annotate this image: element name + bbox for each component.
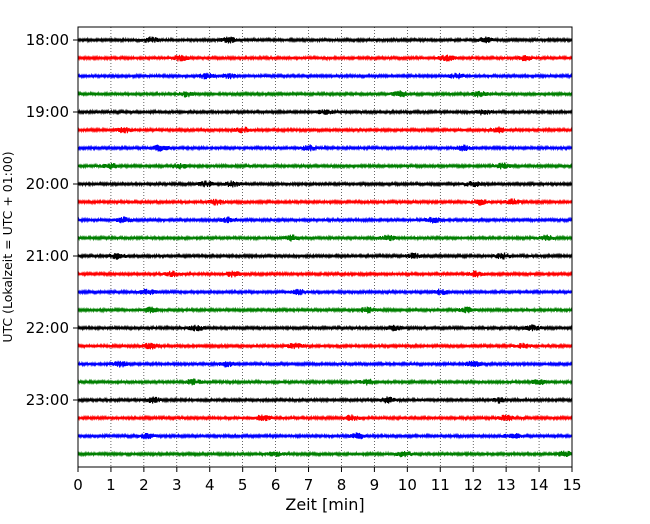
y-tick-label-2300: 23:00 <box>26 391 69 409</box>
trace-2100 <box>77 252 573 260</box>
trace-2245 <box>77 378 573 386</box>
x-tick-label-9: 9 <box>370 476 380 494</box>
trace-1830 <box>77 72 573 80</box>
x-tick-label-3: 3 <box>172 476 182 494</box>
y-tick-label-2000: 20:00 <box>26 175 69 193</box>
x-tick-label-2: 2 <box>139 476 149 494</box>
trace-1900 <box>77 108 573 116</box>
trace-1945 <box>77 162 573 170</box>
trace-2345 <box>77 450 573 458</box>
x-tick-label-6: 6 <box>271 476 281 494</box>
trace-2300 <box>77 396 573 404</box>
x-axis-label: Zeit [min] <box>285 495 364 514</box>
x-tick-label-8: 8 <box>337 476 347 494</box>
y-tick-label-1900: 19:00 <box>26 103 69 121</box>
x-tick-label-12: 12 <box>464 476 483 494</box>
trace-2145 <box>77 306 573 314</box>
plot-frame <box>77 26 573 468</box>
trace-1815 <box>77 54 573 62</box>
x-tick-label-7: 7 <box>304 476 314 494</box>
x-tick-label-1: 1 <box>106 476 116 494</box>
x-axis: 0 1 2 3 4 5 6 7 8 9 10 11 12 13 14 15 <box>73 467 582 494</box>
x-tick-label-15: 15 <box>562 476 581 494</box>
trace-2230 <box>77 360 573 368</box>
trace-1845 <box>77 90 573 98</box>
trace-2315 <box>77 414 573 422</box>
x-tick-label-14: 14 <box>530 476 549 494</box>
trace-2045 <box>77 234 573 242</box>
y-tick-label-1800: 18:00 <box>26 31 69 49</box>
trace-2030 <box>77 216 573 224</box>
trace-2115 <box>77 270 573 278</box>
trace-1800 <box>77 36 573 44</box>
y-axis: 18:00 19:00 20:00 21:00 22:00 23:00 <box>26 31 78 409</box>
x-tick-label-4: 4 <box>205 476 215 494</box>
trace-1915 <box>77 126 573 134</box>
trace-2130 <box>77 288 573 296</box>
trace-2200 <box>77 324 573 332</box>
trace-2215 <box>77 342 573 350</box>
traces <box>77 36 573 458</box>
x-tick-label-13: 13 <box>497 476 516 494</box>
y-axis-label: UTC (Lokalzeit = UTC + 01:00) <box>0 151 15 342</box>
y-tick-label-2100: 21:00 <box>26 247 69 265</box>
grid <box>110 27 540 467</box>
x-tick-label-0: 0 <box>73 476 83 494</box>
trace-2000 <box>77 180 573 188</box>
x-tick-label-5: 5 <box>238 476 248 494</box>
x-tick-label-11: 11 <box>431 476 450 494</box>
trace-2015 <box>77 198 573 206</box>
x-tick-label-10: 10 <box>398 476 417 494</box>
y-tick-label-2200: 22:00 <box>26 319 69 337</box>
trace-1930 <box>77 144 573 152</box>
trace-2330 <box>77 432 573 440</box>
